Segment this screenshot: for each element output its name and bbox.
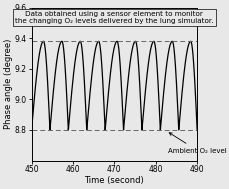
Text: Ambient O₂ level: Ambient O₂ level xyxy=(168,133,227,154)
Text: Data obtained using a sensor element to monitor
the changing O₂ levels delivered: Data obtained using a sensor element to … xyxy=(15,11,214,24)
X-axis label: Time (second): Time (second) xyxy=(85,176,144,185)
Y-axis label: Phase angle (degree): Phase angle (degree) xyxy=(4,39,13,129)
